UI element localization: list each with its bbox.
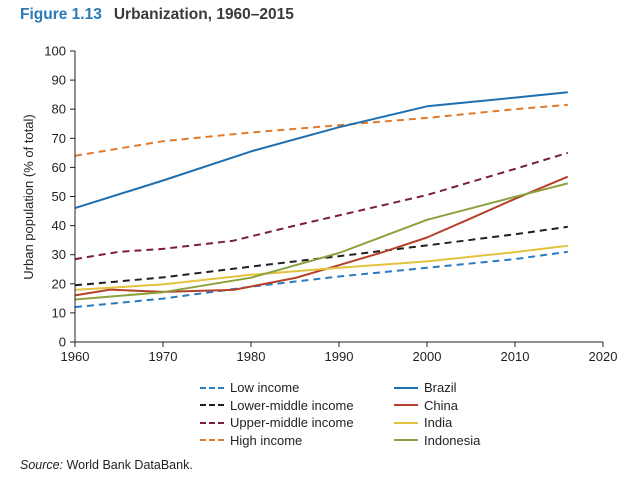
source-text: World Bank DataBank. (63, 458, 193, 472)
legend-label: High income (230, 432, 303, 448)
y-tick-label: 70 (52, 131, 66, 146)
y-tick-label: 40 (52, 218, 66, 233)
legend-swatch (200, 439, 224, 442)
source-prefix: Source: (20, 458, 64, 472)
legend-swatch (394, 421, 418, 424)
legend-swatch (200, 404, 224, 407)
legend-item-brazil: Brazil (394, 379, 480, 397)
legend-column-left: Low income Lower-middle income Upper-middl… (200, 379, 354, 449)
y-tick-label: 90 (52, 73, 66, 88)
legend-swatch (394, 404, 418, 407)
legend-label: China (424, 397, 458, 413)
series-line-upper-middle-income (74, 151, 569, 261)
y-tick-label: 100 (44, 44, 66, 59)
legend-label: Brazil (424, 380, 457, 396)
chart-title: Urbanization, 1960–2015 (113, 6, 294, 23)
y-tick-label: 30 (52, 247, 66, 262)
figure-header: Figure 1.13 Urbanization, 1960–2015 (20, 5, 294, 25)
series-line-brazil (74, 91, 568, 210)
legend-swatch (200, 386, 224, 389)
legend-item-india: India (394, 414, 480, 432)
legend-item-high-income: High income (200, 432, 354, 450)
figure-label: Figure 1.13 (20, 6, 102, 23)
x-tick-label: 1960 (61, 349, 90, 364)
legend-label: India (424, 415, 453, 431)
legend-item-china: China (394, 397, 480, 415)
y-tick-label: 50 (52, 189, 66, 204)
y-tick-label: 0 (59, 335, 66, 350)
legend-item-indonesia: Indonesia (394, 432, 480, 450)
legend-item-upper-middle-income: Upper-middle income (200, 414, 354, 432)
legend-label: Lower-middle income (230, 397, 354, 413)
series-line-china (74, 175, 569, 297)
series-layer (74, 91, 569, 309)
legend-swatch (200, 421, 224, 424)
legend-label: Upper-middle income (230, 415, 354, 431)
y-tick-label: 80 (52, 102, 66, 117)
legend-label: Indonesia (424, 432, 481, 448)
series-line-lower-middle-income (74, 225, 568, 287)
legend-item-lower-middle-income: Lower-middle income (200, 397, 354, 415)
legend-item-low-income: Low income (200, 379, 354, 397)
legend-label: Low income (230, 380, 300, 396)
legend-swatch (394, 386, 418, 389)
legend-swatch (394, 439, 418, 442)
series-line-high-income (74, 103, 568, 157)
x-tick-label: 1990 (325, 349, 354, 364)
series-line-indonesia (74, 182, 569, 301)
series-line-low-income (74, 250, 568, 309)
legend-column-right: Brazil China India Indonesia (394, 379, 480, 449)
y-tick-label: 60 (52, 160, 66, 175)
y-tick-label: 20 (52, 276, 66, 291)
axes-layer: 0 10 20 30 40 50 60 70 80 90 100 1960 1970 1980 1990 20… (44, 44, 617, 365)
source-note: Source: World Bank DataBank. (20, 458, 193, 472)
x-tick-label: 2010 (501, 349, 530, 364)
x-tick-label: 2000 (413, 349, 442, 364)
y-axis-label: Urban population (% of total) (21, 114, 36, 279)
x-tick-label: 2020 (589, 349, 618, 364)
y-tick-label: 10 (52, 305, 66, 320)
x-tick-label: 1970 (149, 349, 178, 364)
series-line-india (74, 244, 568, 291)
x-tick-label: 1980 (237, 349, 266, 364)
